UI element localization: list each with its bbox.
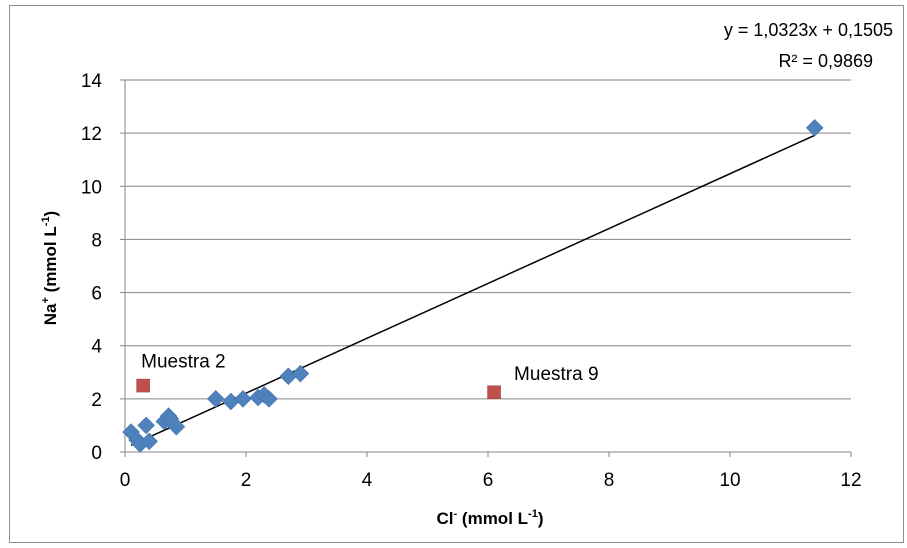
x-axis-label-sup2: -1 <box>528 508 538 520</box>
x-axis-label-rest: (mmol L <box>457 509 528 528</box>
diamond-point <box>206 390 225 408</box>
y-tick-label: 0 <box>91 443 102 464</box>
x-tick-label: 8 <box>604 470 615 491</box>
diamond-point <box>167 417 186 436</box>
y-tick-label: 12 <box>81 124 102 145</box>
y-axis-label-base: Na <box>41 303 60 325</box>
x-axis-label-sup: - <box>454 508 458 520</box>
y-axis-label-rest: (mmol L <box>41 226 60 297</box>
diamond-point <box>805 118 824 137</box>
x-axis-label: Cl- (mmol L-1) <box>437 508 544 528</box>
square-point <box>487 385 501 399</box>
y-tick-label: 8 <box>91 230 102 251</box>
diamond-point <box>260 390 278 408</box>
diamond-point <box>291 364 310 383</box>
diamond-point <box>234 390 252 408</box>
y-axis-label-end: ) <box>41 211 60 217</box>
x-axis-label-end: ) <box>538 509 544 528</box>
y-tick-label: 4 <box>91 337 102 358</box>
point-annotation: Muestra 2 <box>141 352 225 373</box>
y-axis-label: Na+ (mmol L-1) <box>40 211 60 325</box>
x-tick-label: 12 <box>840 470 861 491</box>
data-points <box>122 118 824 453</box>
y-tick-label: 10 <box>81 177 102 198</box>
chart-frame <box>9 5 904 543</box>
y-axis-label-sup: + <box>40 297 52 303</box>
x-tick-label: 10 <box>719 470 740 491</box>
y-tick-label: 2 <box>91 390 102 411</box>
x-tick-label: 0 <box>120 470 131 491</box>
gridlines <box>125 79 851 400</box>
diamond-point <box>137 416 156 435</box>
tick-labels: 0 2 4 6 8 10 12 0 2 4 6 8 10 12 14 <box>81 71 862 491</box>
r-squared: R² = 0,9869 <box>778 51 873 71</box>
point-annotation: Muestra 9 <box>514 364 598 385</box>
y-tick-label: 6 <box>91 284 102 305</box>
square-point <box>136 378 150 393</box>
trend-equation: y = 1,0323x + 0,1505 <box>724 20 893 40</box>
y-tick-label: 14 <box>81 71 103 92</box>
annotations: Muestra 2 Muestra 9 <box>141 352 598 386</box>
x-tick-label: 4 <box>362 470 373 491</box>
y-axis-label-sup2: -1 <box>40 216 52 226</box>
x-tick-label: 6 <box>483 470 494 491</box>
x-tick-label: 2 <box>241 470 252 491</box>
diamond-point <box>140 432 159 451</box>
axes <box>120 79 852 457</box>
x-axis-label-base: Cl <box>437 509 454 528</box>
